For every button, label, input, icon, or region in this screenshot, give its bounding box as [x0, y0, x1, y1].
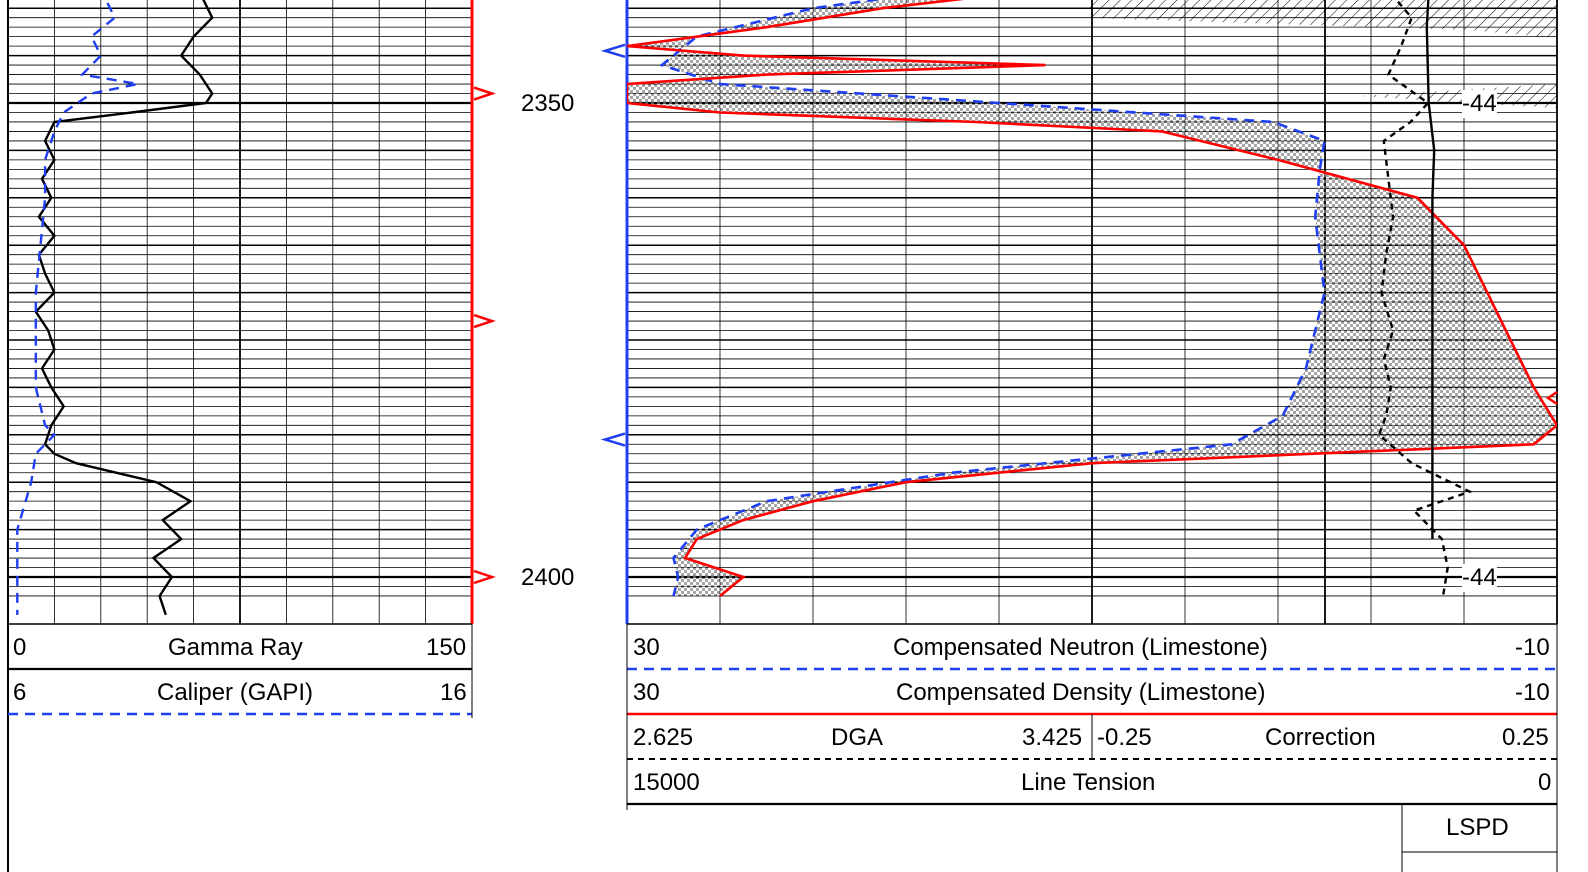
- track-markers: [473, 43, 1558, 585]
- caliper-gapi-curve: [16, 0, 139, 615]
- dga-max: 3.425: [1022, 724, 1083, 751]
- tension-min: 15000: [633, 769, 700, 796]
- caliper-min: 6: [13, 679, 27, 706]
- tension-title: Line Tension: [1021, 769, 1156, 796]
- red-tick-marker: [473, 313, 496, 329]
- correction-max: 0.25: [1502, 724, 1549, 751]
- red-tick-marker-right: [1545, 390, 1558, 406]
- porosity-track-grid: [625, 0, 1558, 624]
- tension-max: 0: [1538, 769, 1552, 796]
- blue-tick-marker: [600, 43, 626, 59]
- correction-curve: [1425, 0, 1436, 540]
- dga-min: 2.625: [633, 724, 694, 751]
- neutron-title: Compensated Neutron (Limestone): [893, 634, 1268, 661]
- caliper-title: Caliper (GAPI): [157, 679, 314, 706]
- gamma-ray-curve: [34, 0, 214, 616]
- blue-tick-marker: [600, 432, 626, 447]
- hatched-shale-fill-mid: [1360, 84, 1557, 108]
- compensated-density-limestone-curve: [627, 0, 1557, 598]
- log-curves: [16, 0, 1557, 616]
- lspd-label: LSPD: [1446, 814, 1509, 841]
- neutron-min: 30: [633, 634, 660, 661]
- density-title: Compensated Density (Limestone): [896, 679, 1266, 706]
- density-min: 30: [633, 679, 660, 706]
- red-tick-marker: [473, 86, 496, 101]
- gamma-track-grid: [7, 0, 474, 872]
- neutron-density-crossover-fill: [627, 0, 1557, 596]
- gamma-min: 0: [13, 634, 27, 661]
- neutron-max: -10: [1515, 634, 1550, 661]
- depth-label-2350: 2350: [521, 90, 575, 117]
- gamma-max: 150: [426, 634, 467, 661]
- crossover-fills: [627, 0, 1557, 596]
- dga-annotation-upper: -44: [1462, 90, 1497, 118]
- depth-label-2400: 2400: [521, 564, 575, 591]
- gamma-title: Gamma Ray: [168, 634, 303, 661]
- red-tick-marker: [473, 569, 496, 585]
- density-max: -10: [1515, 679, 1550, 706]
- hatched-shale-fill-top: [1090, 0, 1557, 38]
- dga-annotation-lower: -44: [1462, 564, 1497, 592]
- header-lines: [8, 623, 1558, 872]
- compensated-neutron-limestone-curve: [659, 0, 1326, 597]
- correction-title: Correction: [1265, 724, 1376, 751]
- dga-curve: [1377, 0, 1473, 597]
- correction-min: -0.25: [1097, 724, 1152, 751]
- dga-title: DGA: [831, 724, 884, 751]
- caliper-max: 16: [440, 679, 467, 706]
